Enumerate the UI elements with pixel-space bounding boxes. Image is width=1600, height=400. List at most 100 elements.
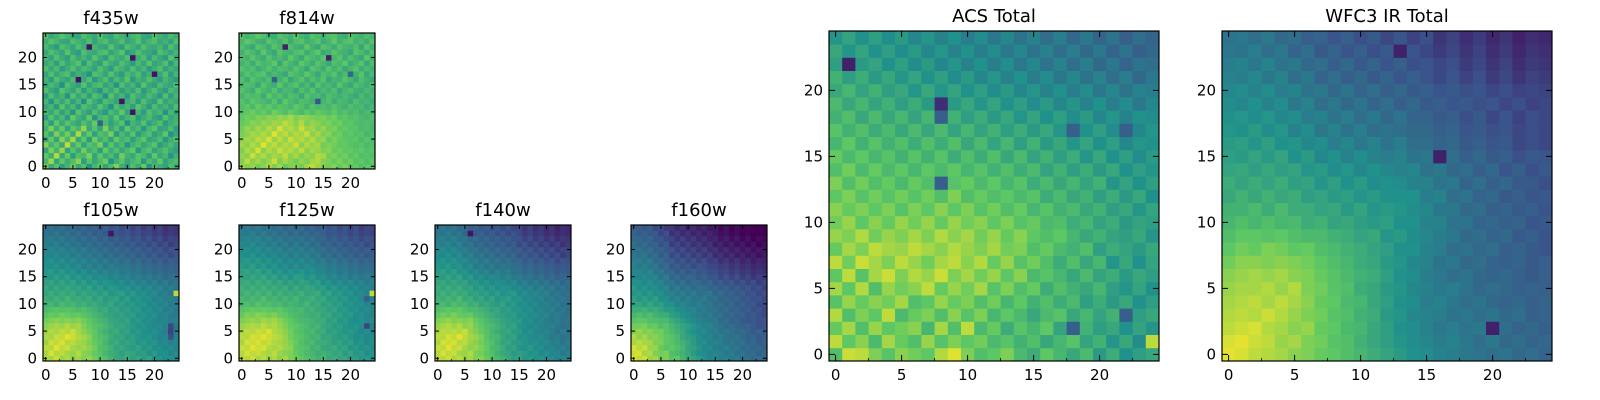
heatmap-cell — [560, 328, 566, 335]
heatmap-cell — [97, 344, 104, 351]
heatmap-cell — [636, 284, 643, 291]
heatmap-cell — [287, 263, 294, 269]
heatmap-cell — [369, 339, 376, 346]
heatmap-cell — [761, 225, 768, 231]
heatmap-cell — [70, 230, 77, 237]
heatmap-cell — [119, 273, 125, 280]
heatmap-cell — [881, 202, 896, 217]
heatmap-cell — [1132, 176, 1147, 190]
heatmap-cell — [64, 98, 71, 105]
heatmap-cell — [304, 306, 311, 313]
heatmap-cell — [260, 263, 267, 269]
heatmap-cell — [829, 255, 843, 269]
heatmap-cell — [652, 257, 659, 264]
heatmap-cell — [43, 295, 49, 302]
heatmap-cell — [1512, 215, 1526, 230]
heatmap-cell — [549, 306, 556, 313]
heatmap-cell — [86, 147, 93, 154]
heatmap-cell — [81, 263, 87, 269]
heatmap-cell — [1248, 255, 1262, 269]
heatmap-cell — [124, 65, 131, 72]
heatmap-cell — [157, 344, 164, 351]
heatmap-cell — [565, 230, 572, 237]
heatmap-cell — [304, 328, 311, 335]
heatmap-cell — [358, 130, 365, 137]
heatmap-cell — [723, 268, 730, 275]
heatmap-cell — [734, 273, 741, 280]
heatmap-cell — [560, 312, 566, 318]
heatmap-cell — [652, 279, 659, 286]
heatmap-cell — [108, 125, 115, 132]
heatmap-cell — [140, 60, 147, 67]
heatmap-cell — [266, 38, 273, 45]
heatmap-cell — [173, 103, 180, 110]
heatmap-cell — [641, 355, 648, 362]
heatmap-cell — [440, 306, 447, 313]
heatmap-cell — [947, 347, 962, 362]
heatmap-cell — [1248, 334, 1262, 349]
heatmap-cell — [271, 130, 278, 137]
heatmap-cell — [331, 268, 338, 275]
heatmap-cell — [669, 290, 675, 297]
heatmap-cell — [43, 257, 49, 264]
heatmap-cell — [124, 98, 131, 105]
heatmap-cell — [331, 290, 338, 297]
heatmap-cell — [750, 230, 757, 237]
heatmap-cell — [1066, 242, 1081, 256]
heatmap-cell — [723, 273, 730, 280]
heatmap-cell — [1314, 176, 1328, 190]
heatmap-cell — [690, 225, 697, 231]
heatmap-cell — [538, 246, 545, 253]
heatmap-cell — [456, 322, 463, 329]
heatmap-cell — [489, 306, 496, 313]
heatmap-cell — [369, 350, 376, 356]
heatmap-cell — [1499, 255, 1513, 269]
heatmap-cell — [538, 284, 545, 291]
heatmap-cell — [1486, 215, 1500, 230]
heatmap-cell — [679, 241, 686, 248]
heatmap-cell — [647, 322, 654, 329]
heatmap-cell — [271, 152, 278, 159]
heatmap-cell — [1027, 97, 1041, 111]
heatmap-cell — [43, 333, 49, 340]
heatmap-cell — [342, 257, 349, 264]
heatmap-cell — [287, 147, 294, 154]
heatmap-cell — [119, 125, 125, 132]
heatmap-cell — [260, 246, 267, 253]
heatmap-cell — [1459, 215, 1474, 230]
heatmap-cell — [712, 322, 719, 329]
heatmap-cell — [91, 163, 98, 170]
heatmap-cell — [64, 120, 71, 126]
heatmap-cell — [1486, 255, 1500, 269]
heatmap-cell — [260, 252, 267, 259]
heatmap-cell — [271, 333, 278, 340]
heatmap-cell — [435, 317, 441, 324]
heatmap-cell — [91, 98, 98, 105]
heatmap-cell — [119, 87, 125, 94]
heatmap-cell — [369, 98, 376, 105]
heatmap-cell — [119, 290, 125, 297]
heatmap-cell — [113, 328, 120, 335]
heatmap-cell — [868, 110, 883, 124]
heatmap-cell — [358, 241, 365, 248]
heatmap-cell — [696, 350, 703, 356]
heatmap-cell — [353, 87, 360, 94]
heatmap-cell — [440, 257, 447, 264]
heatmap-cell — [1066, 229, 1081, 243]
heatmap-cell — [658, 235, 665, 242]
heatmap-cell — [347, 76, 354, 83]
heatmap-cell — [1406, 268, 1421, 283]
heatmap-cell — [369, 71, 376, 77]
heatmap-cell — [1288, 215, 1302, 230]
heatmap-cell — [745, 225, 752, 231]
heatmap-cell — [91, 130, 98, 137]
heatmap-cell — [908, 242, 922, 256]
heatmap-cell — [718, 290, 724, 297]
heatmap-cell — [108, 152, 115, 159]
heatmap-cell — [135, 136, 142, 143]
heatmap-cell — [168, 120, 174, 126]
heatmap-cell — [271, 71, 278, 77]
heatmap-cell — [119, 43, 125, 50]
heatmap-cell — [59, 290, 66, 297]
heatmap-cell — [707, 355, 713, 362]
